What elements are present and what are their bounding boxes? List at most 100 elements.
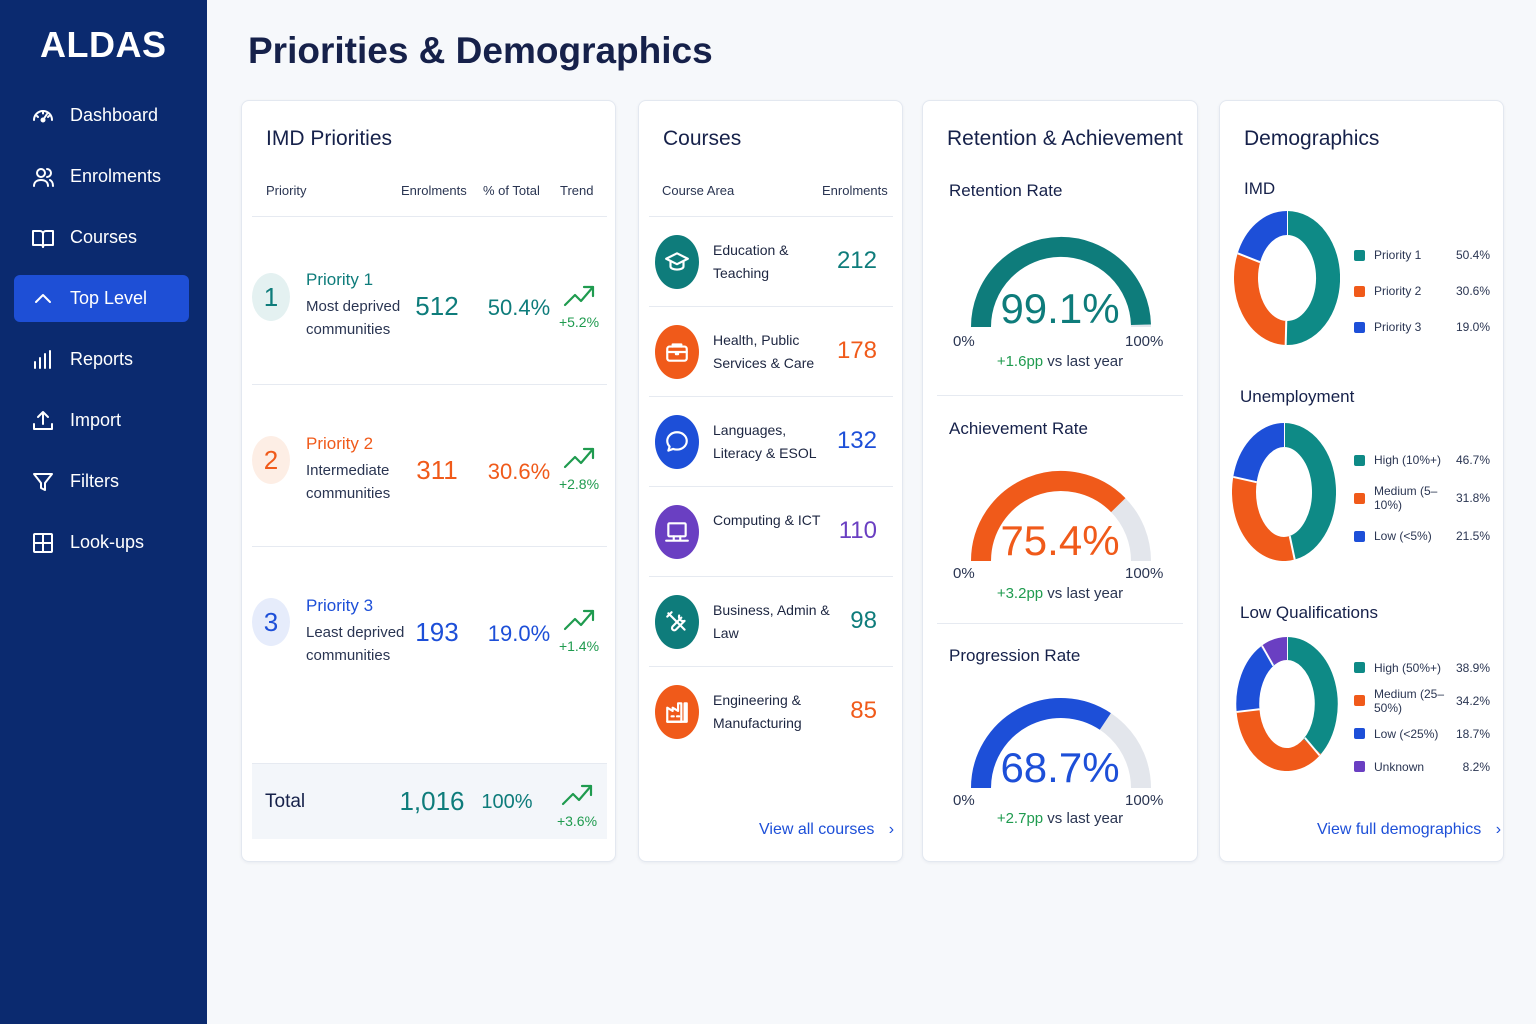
list-item[interactable]: Health, Public Services & Care 178 (649, 306, 893, 396)
donut-slice-separator (1284, 320, 1288, 345)
table-row[interactable]: 3 Priority 3 Least deprived communities … (252, 546, 607, 763)
progression-gauge: Progression Rate 68.7% 0% 100% +2.7pp vs… (937, 646, 1183, 856)
priority-description: Intermediate communities (306, 462, 391, 502)
legend-swatch (1354, 761, 1365, 772)
delta-value: +2.7pp (996, 810, 1044, 827)
achievement-gauge: Achievement Rate 75.4% 0% 100% +3.2pp vs… (937, 419, 1183, 629)
enrolments-value: 512 (415, 291, 459, 321)
legend-item: Priority 3 19.0% (1354, 309, 1490, 345)
legend-label: Medium (5–10%) (1374, 484, 1438, 512)
imd-donut-chart (1234, 211, 1340, 345)
gauge-title: Retention Rate (949, 181, 1063, 200)
gauge-chart (971, 471, 1151, 562)
view-full-demographics-link[interactable]: View full demographics › (1317, 821, 1501, 839)
donut-slice (1285, 211, 1340, 345)
view-all-courses-link[interactable]: View all courses › (759, 821, 894, 839)
donut-slice-separator (1233, 475, 1257, 484)
unemployment-legend: High (10%+) 46.7% Medium (5–10%) 31.8% Low… (1354, 441, 1490, 555)
legend-value: 38.9% (1455, 660, 1490, 675)
sidebar-item-dashboard[interactable]: Dashboard (14, 92, 189, 139)
imd-legend: Priority 1 50.4% Priority 2 30.6% Priority… (1354, 237, 1490, 345)
course-enrolments: 85 (850, 697, 877, 724)
column-header-enrolments: Enrolments (401, 183, 467, 198)
total-row: Total 1,016 100% +3.6% (252, 763, 607, 839)
course-enrolments: 132 (836, 427, 877, 454)
divider (937, 623, 1183, 624)
legend-swatch (1354, 695, 1365, 706)
low-qualifications-legend: High (50%+) 38.9% Medium (25–50%) 34.2% Lo… (1354, 651, 1490, 783)
column-header-pct: % of Total (483, 183, 540, 198)
briefcase-icon (655, 325, 699, 379)
sidebar-item-courses[interactable]: Courses (14, 214, 189, 261)
total-pct: 100% (481, 791, 533, 813)
donut-slice (1236, 709, 1321, 771)
chevron-up-icon (30, 286, 56, 312)
sidebar: ALDAS Dashboard Enrolments Courses Top L… (0, 0, 207, 1024)
sidebar-item-label: Import (70, 410, 122, 430)
table-row[interactable]: 1 Priority 1 Most deprived communities 5… (252, 216, 607, 384)
list-item[interactable]: Business, Admin & Law 98 (649, 576, 893, 666)
sidebar-item-import[interactable]: Import (14, 397, 189, 444)
column-header-trend: Trend (560, 183, 594, 198)
trend-cell: +5.2% (554, 281, 604, 330)
sidebar-item-enrolments[interactable]: Enrolments (14, 153, 189, 200)
legend-value: 18.7% (1455, 726, 1490, 741)
donut-slice (1283, 423, 1336, 560)
table-row[interactable]: 2 Priority 2 Intermediate communities 31… (252, 384, 607, 546)
sidebar-item-label: Look-ups (70, 532, 145, 552)
card-title: Retention & Achievement (947, 127, 1183, 150)
sidebar-item-top-level[interactable]: Top Level (14, 275, 189, 322)
legend-item: Priority 1 50.4% (1354, 237, 1490, 273)
delta-value: +3.2pp (996, 585, 1044, 602)
legend-label: Low (<5%) (1374, 529, 1432, 543)
course-area-name: Education & Teaching (713, 242, 789, 281)
gauge-max-label: 100% (1125, 792, 1164, 809)
section-title: IMD (1244, 179, 1276, 198)
donut-slice-separator (1261, 645, 1275, 667)
gauge-value: 99.1% (1000, 285, 1120, 332)
gauge-max-label: 100% (1125, 333, 1164, 350)
legend-label: High (10%+) (1374, 453, 1442, 467)
sidebar-item-look-ups[interactable]: Look-ups (14, 519, 189, 566)
gauge-min-label: 0% (953, 333, 975, 350)
priority-badge: 3 (252, 598, 290, 646)
list-item[interactable]: Languages, Literacy & ESOL 132 (649, 396, 893, 486)
chevron-right-icon: › (1495, 821, 1502, 838)
priority-description: Least deprived communities (306, 624, 405, 664)
gauge-value: 75.4% (1000, 517, 1120, 564)
course-area-name: Health, Public Services & Care (713, 332, 815, 371)
gauge-chart (971, 236, 1151, 328)
pct-value: 30.6% (487, 459, 551, 484)
legend-label: High (50%+) (1374, 660, 1442, 675)
donut-slice-separator (1236, 708, 1260, 713)
card-title: Demographics (1244, 127, 1380, 150)
list-item[interactable]: Education & Teaching 212 (649, 216, 893, 306)
legend-item: Medium (25–50%) 34.2% (1354, 684, 1490, 717)
legend-value: 30.6% (1455, 284, 1490, 298)
section-title: Low Qualifications (1240, 603, 1378, 622)
gauge-delta: +1.6pp vs last year (937, 353, 1183, 370)
sidebar-item-reports[interactable]: Reports (14, 336, 189, 383)
gauge-fill (971, 471, 1126, 562)
list-item[interactable]: Computing & ICT 110 (649, 486, 893, 576)
trend-value: +5.2% (558, 314, 600, 330)
low-qualifications-donut-chart (1236, 637, 1338, 771)
course-area-name: Computing & ICT (713, 512, 821, 528)
legend-value: 46.7% (1455, 453, 1490, 467)
legend-value: 31.8% (1455, 491, 1490, 505)
legend-item: Medium (5–10%) 31.8% (1354, 479, 1490, 517)
factory-icon (655, 685, 699, 739)
trend-value: +2.8% (558, 476, 600, 492)
sidebar-item-filters[interactable]: Filters (14, 458, 189, 505)
priority-name: Priority 3 (306, 596, 374, 615)
enrolments-value: 311 (416, 455, 458, 485)
retention-achievement-card: Retention & Achievement Retention Rate 9… (922, 100, 1198, 862)
list-item[interactable]: Engineering & Manufacturing 85 (649, 666, 893, 756)
sidebar-item-label: Reports (70, 349, 134, 369)
trend-cell: +3.6% (552, 780, 602, 829)
legend-value: 19.0% (1455, 320, 1490, 334)
delta-suffix: vs last year (1043, 585, 1124, 602)
priority-name: Priority 2 (306, 434, 374, 453)
donut-slice (1237, 211, 1288, 262)
legend-item: Unknown 8.2% (1354, 750, 1490, 783)
